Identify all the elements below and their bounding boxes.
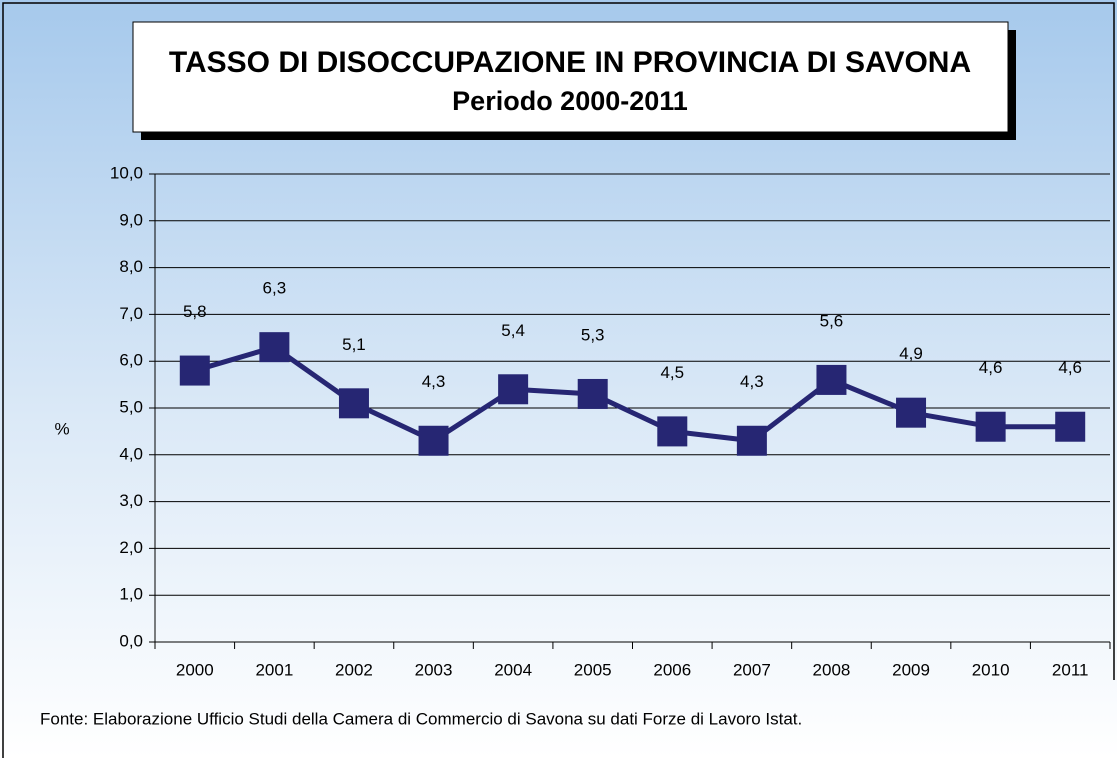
data-label: 4,9 [899,344,923,363]
data-label: 4,3 [422,372,446,391]
marker [179,355,210,386]
y-tick-label: 8,0 [119,257,143,276]
x-tick-label: 2005 [574,660,612,679]
title-box [132,21,1009,133]
x-tick-label: 2000 [176,660,214,679]
x-tick-label: 2010 [972,660,1010,679]
marker [259,332,290,363]
marker [577,378,608,409]
data-label: 5,8 [183,302,207,321]
source-note: Fonte: Elaborazione Ufficio Studi della … [40,709,802,728]
x-tick-label: 2008 [813,660,851,679]
marker [736,425,767,456]
chart-subtitle: Periodo 2000-2011 [452,86,688,116]
y-axis-label: % [54,419,69,438]
data-label: 5,1 [342,335,366,354]
x-tick-label: 2006 [653,660,691,679]
data-label: 5,6 [820,311,844,330]
marker [338,388,369,419]
data-label: 6,3 [263,279,287,298]
x-tick-label: 2004 [494,660,532,679]
y-tick-label: 3,0 [119,491,143,510]
data-label: 4,6 [1058,358,1082,377]
x-tick-label: 2007 [733,660,771,679]
marker [657,416,688,447]
data-label: 5,3 [581,325,605,344]
data-label: 4,6 [979,358,1003,377]
marker [816,364,847,395]
y-tick-label: 7,0 [119,304,143,323]
y-tick-label: 10,0 [110,163,143,182]
marker [418,425,449,456]
y-tick-label: 5,0 [119,397,143,416]
x-tick-label: 2001 [255,660,293,679]
marker [1055,411,1086,442]
x-tick-label: 2011 [1052,660,1089,679]
y-tick-label: 4,0 [119,444,143,463]
y-tick-label: 6,0 [119,351,143,370]
x-tick-label: 2009 [892,660,930,679]
y-tick-label: 9,0 [119,210,143,229]
chart-title: TASSO DI DISOCCUPAZIONE IN PROVINCIA DI … [169,46,971,79]
marker [498,374,529,405]
x-tick-label: 2003 [415,660,453,679]
marker [975,411,1006,442]
x-tick-label: 2002 [335,660,373,679]
data-label: 4,5 [660,363,684,382]
y-tick-label: 2,0 [119,538,143,557]
data-label: 5,4 [501,321,525,340]
marker [896,397,927,428]
y-tick-label: 1,0 [119,585,143,604]
y-tick-label: 0,0 [119,631,143,650]
data-label: 4,3 [740,372,764,391]
